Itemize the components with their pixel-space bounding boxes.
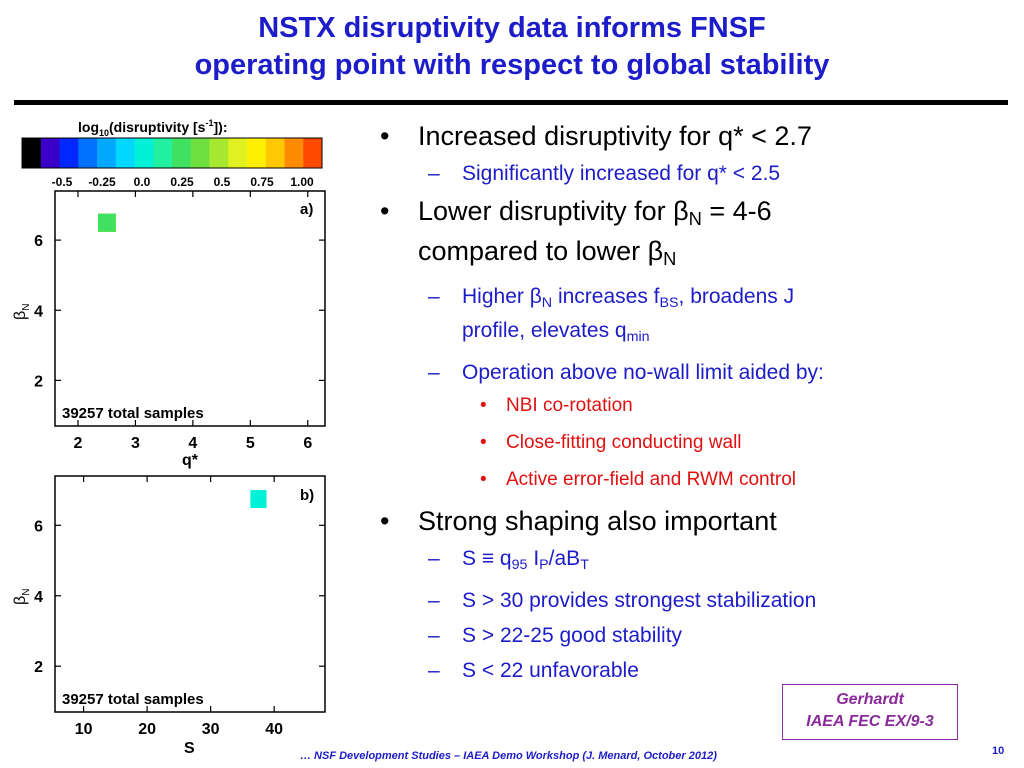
slide-title: NSTX disruptivity data informs FNSF oper…: [0, 10, 1024, 84]
reference-box: Gerhardt IAEA FEC EX/9-3: [782, 684, 958, 740]
colorbar-swatch: [172, 138, 192, 168]
x-tick-label: 4: [188, 435, 197, 452]
title-line-1: NSTX disruptivity data informs FNSF: [258, 12, 766, 44]
y-tick-label: 4: [34, 303, 43, 320]
subsub-error-field: • Active error-field and RWM control: [480, 469, 797, 491]
panel-a-axes: 2 3 4 5 6 2 4 6: [34, 191, 325, 452]
subbullet-s-30: – S > 30 provides strongest stabilization: [428, 589, 817, 613]
subsub-wall: • Close-fitting conducting wall: [480, 432, 742, 454]
x-tick-label: 30: [202, 721, 220, 738]
panel-a: 2 3 4 5 6 2 4 6 a) 39257 total samples q* βN: [12, 190, 326, 469]
colorbar-outline: [21, 137, 323, 169]
subbullet-no-wall-limit: – Operation above no-wall limit aided by:: [428, 361, 824, 385]
bullet-list: • Increased disruptivity for q* < 2.7 – Si…: [380, 120, 980, 692]
bullet-strong-shaping: • Strong shaping also important: [380, 506, 777, 537]
x-tick-label: 2: [74, 435, 83, 452]
heatmap-cell: [250, 490, 267, 509]
y-tick-label: 2: [34, 373, 43, 390]
colorbar-swatch: [303, 138, 323, 168]
title-divider: [14, 100, 1008, 105]
bullet-lower-disruptivity: • Lower disruptivity for βN = 4-6 compared…: [380, 196, 772, 270]
colorbar-swatch: [134, 138, 154, 168]
panel-b-frame: [54, 475, 326, 713]
panel-b-cells: [250, 490, 267, 509]
panel-b-label: b): [300, 487, 314, 504]
page-number: 10: [992, 745, 1005, 757]
panel-a-samples: 39257 total samples: [62, 405, 204, 422]
colorbar-tick-label: 0.75: [250, 175, 274, 189]
y-tick-label: 2: [34, 659, 43, 676]
colorbar-swatch: [190, 138, 210, 168]
subbullet-s-22-25: – S > 22-25 good stability: [428, 624, 683, 648]
colorbar: [21, 137, 323, 169]
title-line-2: operating point with respect to global s…: [194, 49, 830, 81]
subsub-nbi: • NBI co-rotation: [480, 395, 633, 417]
colorbar-swatch: [209, 138, 229, 168]
colorbar-swatch: [228, 138, 248, 168]
x-tick-label: 6: [303, 435, 312, 452]
colorbar-swatch: [247, 138, 267, 168]
x-tick-label: 5: [246, 435, 255, 452]
colorbar-swatch: [153, 138, 173, 168]
x-tick-label: 3: [131, 435, 140, 452]
colorbar-swatch: [78, 138, 98, 168]
colorbar-title: log10(disruptivity [s-1]):: [78, 118, 228, 138]
panel-b-samples: 39257 total samples: [62, 691, 204, 708]
colorbar-swatch: [284, 138, 304, 168]
heatmap-cell: [98, 213, 116, 232]
colorbar-tick-label: 0.0: [134, 175, 151, 189]
panel-b-ylabel: βN: [12, 589, 32, 605]
panel-a-label: a): [300, 201, 313, 218]
x-tick-label: 10: [75, 721, 93, 738]
colorbar-swatch: [22, 138, 42, 168]
panel-a-ylabel: βN: [12, 304, 32, 320]
subbullet-s-22: – S < 22 unfavorable: [428, 659, 639, 683]
colorbar-swatch: [97, 138, 117, 168]
colorbar-tick-label: 1.00: [290, 175, 314, 189]
y-tick-label: 4: [34, 589, 43, 606]
subbullet-s-definition: – S ≡ q95 IP/aBT: [428, 547, 589, 574]
colorbar-swatch: [59, 138, 79, 168]
bullet-increased-disruptivity: • Increased disruptivity for q* < 2.7: [380, 121, 812, 151]
subbullet-significantly-increased: – Significantly increased for q* < 2.5: [428, 162, 781, 185]
panel-a-frame: [54, 190, 326, 427]
colorbar-tick-label: -0.25: [88, 175, 116, 189]
colorbar-swatch: [40, 138, 60, 168]
panel-b-axes: 10 20 30 40 2 4 6: [34, 476, 325, 738]
panel-b: 10 20 30 40 2 4 6 b) 39257 total samples S βN: [12, 475, 326, 757]
colorbar-ticks: -0.5 -0.25 0.0 0.25 0.5 0.75 1.00: [52, 175, 314, 189]
reference-paper: IAEA FEC EX/9-3: [806, 713, 934, 730]
colorbar-tick-label: 0.5: [214, 175, 231, 189]
colorbar-tick-label: -0.5: [52, 175, 73, 189]
panel-b-xlabel: S: [184, 740, 195, 757]
footer: … NSF Development Studies – IAEA Demo Wo…: [300, 750, 717, 762]
y-tick-label: 6: [34, 518, 43, 535]
colorbar-swatch: [265, 138, 285, 168]
colorbar-tick-label: 0.25: [170, 175, 194, 189]
x-tick-label: 20: [138, 721, 156, 738]
reference-author: Gerhardt: [836, 691, 904, 708]
y-tick-label: 6: [34, 233, 43, 250]
panel-a-xlabel: q*: [182, 452, 199, 469]
disruptivity-figure: log10(disruptivity [s-1]): -0.5 -0.25 0.0 0…: [12, 118, 326, 757]
x-tick-label: 40: [265, 721, 283, 738]
panel-a-cells: [98, 213, 116, 232]
colorbar-swatch: [115, 138, 135, 168]
